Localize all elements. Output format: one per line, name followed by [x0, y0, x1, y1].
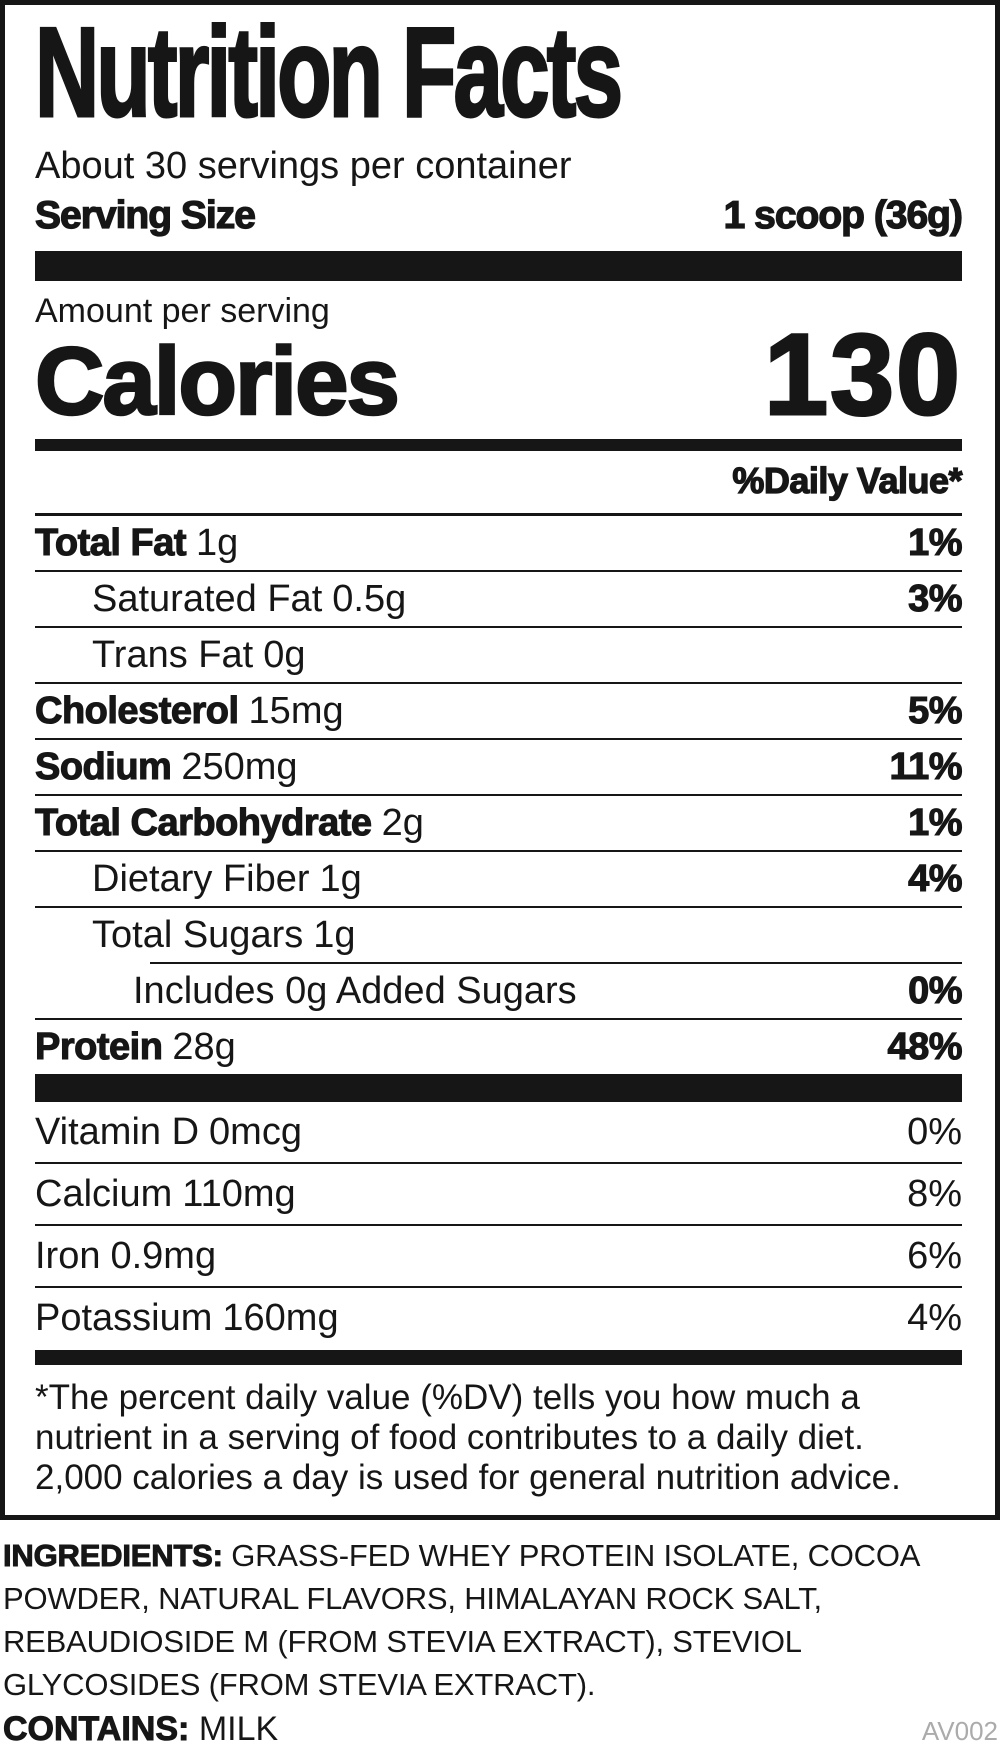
nutrient-name: Protein	[34, 1026, 163, 1068]
nutrient-dv: 8%	[907, 1173, 962, 1215]
nutrient-name: Iron	[35, 1235, 101, 1277]
nutrient-dv: 3%	[908, 578, 964, 620]
nutrient-name: Calcium	[35, 1173, 173, 1215]
nutrient-name: Trans Fat	[92, 634, 254, 676]
contains-statement: CONTAINS: MILK	[2, 1710, 279, 1749]
nutrition-facts-title: Nutrition Facts	[34, 1, 624, 143]
nutrient-name: Total Sugars	[92, 914, 304, 956]
row-added-sugars: Includes 0g Added Sugars 0%	[35, 964, 964, 1020]
nutrition-facts-panel: Nutrition Facts About 30 servings per co…	[0, 0, 1000, 1520]
nutrient-name: Sodium	[34, 746, 172, 788]
servings-per-container: About 30 servings per container	[35, 145, 572, 187]
row-total-sugars: Total Sugars 1g	[35, 908, 962, 962]
nutrient-name: Total Carbohydrate	[34, 802, 372, 844]
nutrient-amount: 0.5g	[332, 578, 407, 620]
nutrient-dv: 48%	[887, 1026, 963, 1068]
nutrient-dv: 1%	[908, 522, 964, 564]
row-total-carbohydrate: Total Carbohydrate 2g 1%	[34, 796, 964, 852]
row-vitamin-d: Vitamin D 0mcg 0%	[35, 1102, 962, 1164]
amount-per-serving-label: Amount per serving	[35, 292, 330, 330]
nutrient-dv: 4%	[907, 1297, 962, 1339]
nutrient-amount: 250mg	[181, 746, 298, 788]
serving-size-row: Serving Size 1 scoop (36g)	[34, 193, 964, 239]
nutrient-amount: 28g	[172, 1026, 236, 1068]
nutrient-dv: 0%	[908, 970, 964, 1012]
contains-row: CONTAINS: MILK AV002	[2, 1710, 998, 1750]
footnote-line: *The percent daily value (%DV) tells you…	[35, 1378, 860, 1417]
nutrient-amount: 15mg	[248, 690, 344, 732]
serving-size-value: 1 scoop (36g)	[723, 193, 964, 237]
nutrient-amount: 110mg	[182, 1173, 296, 1215]
footnote-line: nutrient in a serving of food contribute…	[35, 1418, 864, 1457]
contains-label: CONTAINS:	[2, 1710, 190, 1749]
footer-code: AV002	[921, 1716, 998, 1746]
nutrient-name: Includes 0g Added Sugars	[133, 970, 577, 1012]
row-sodium: Sodium 250mg 11%	[34, 740, 963, 796]
calories-label: Calories	[34, 328, 401, 435]
nutrient-dv: 0%	[907, 1111, 962, 1153]
nutrient-amount: 1g	[196, 522, 239, 564]
nutrient-name: Cholesterol	[34, 690, 239, 732]
nutrient-name: Dietary Fiber	[92, 858, 310, 900]
nutrient-amount: 1g	[313, 914, 356, 956]
nutrient-dv: 5%	[908, 690, 964, 732]
nutrient-dv: 11%	[889, 746, 963, 788]
nutrient-amount: 0mcg	[209, 1111, 302, 1153]
thick-divider-bar	[35, 251, 962, 281]
row-cholesterol: Cholesterol 15mg 5%	[34, 684, 964, 740]
indented-rule	[150, 962, 962, 964]
ingredients-label: INGREDIENTS:	[3, 1538, 224, 1574]
contains-value: MILK	[198, 1710, 279, 1748]
row-dietary-fiber: Dietary Fiber 1g 4%	[35, 852, 964, 908]
daily-value-footnote: *The percent daily value (%DV) tells you…	[35, 1378, 962, 1498]
nutrient-amount: 1g	[319, 858, 362, 900]
medium-divider-bar	[35, 439, 962, 451]
calories-row: Calories 130	[34, 311, 962, 439]
ingredients-text: GRASS-FED WHEY PROTEIN ISOLATE, COCOA PO…	[3, 1538, 919, 1702]
nutrient-dv: 1%	[908, 802, 964, 844]
nutrient-name: Total Fat	[34, 522, 187, 564]
nutrient-amount: 160mg	[222, 1297, 339, 1339]
medium-divider-bar	[35, 1350, 962, 1365]
calories-value: 130	[763, 311, 962, 439]
row-calcium: Calcium 110mg 8%	[35, 1164, 962, 1226]
nutrient-amount: 0g	[263, 634, 306, 676]
nutrient-dv: 4%	[908, 858, 964, 900]
nutrient-dv: 6%	[907, 1235, 962, 1277]
nutrient-amount: 2g	[381, 802, 424, 844]
nutrient-amount: 0.9mg	[110, 1235, 217, 1277]
row-trans-fat: Trans Fat 0g	[35, 628, 962, 684]
daily-value-header: %Daily Value*	[35, 451, 963, 516]
row-protein: Protein 28g 48%	[34, 1020, 963, 1074]
row-saturated-fat: Saturated Fat 0.5g 3%	[35, 572, 964, 628]
nutrient-name: Potassium	[35, 1297, 213, 1339]
nutrient-name: Vitamin D	[35, 1111, 200, 1153]
row-iron: Iron 0.9mg 6%	[35, 1226, 962, 1288]
row-potassium: Potassium 160mg 4%	[35, 1288, 962, 1348]
footnote-line: 2,000 calories a day is used for general…	[35, 1458, 901, 1497]
nutrient-name: Saturated Fat	[92, 578, 323, 620]
ingredients-paragraph: INGREDIENTS: GRASS-FED WHEY PROTEIN ISOL…	[3, 1534, 998, 1706]
thick-divider-bar	[35, 1074, 962, 1102]
serving-size-label: Serving Size	[34, 193, 256, 237]
row-total-fat: Total Fat 1g 1%	[34, 516, 964, 572]
